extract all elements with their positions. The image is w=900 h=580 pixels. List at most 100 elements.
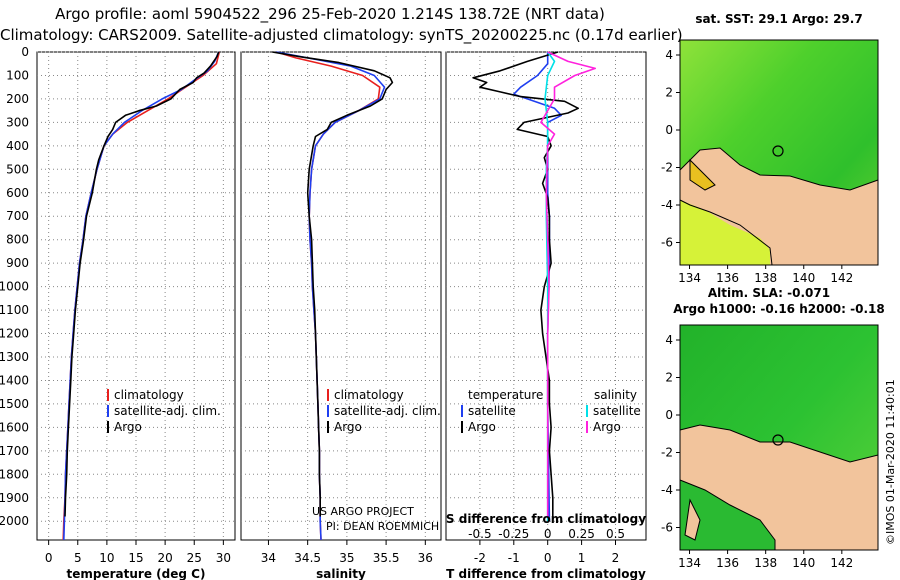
x-tick-label: 25	[187, 551, 202, 565]
series-line-climatology	[62, 51, 221, 541]
legend-label-satellite: satellite-adj. clim.	[114, 404, 221, 418]
x-tick-label: 15	[128, 551, 143, 565]
x-tick-label: 35	[339, 551, 354, 565]
s-diff-tick-label: -0.25	[498, 527, 529, 541]
s-difference-axis-label: S difference from climatology	[446, 512, 646, 526]
x-tick-label: -1	[508, 551, 520, 565]
map-x-tick-label: 140	[792, 556, 815, 570]
island	[684, 498, 701, 541]
pressure-tick-label: 1800	[0, 467, 29, 481]
credit-project: US ARGO PROJECT	[312, 505, 414, 518]
sst-map	[679, 39, 879, 266]
map-x-tick-label: 134	[678, 556, 701, 570]
salinity-legend: climatology satellite-adj. clim. Argo US…	[312, 388, 441, 533]
map-x-tick-label: 142	[830, 556, 853, 570]
grid-layer	[37, 51, 646, 540]
pressure-tick-label: 900	[6, 256, 29, 270]
x-tick-label: 0	[544, 551, 552, 565]
map-y-tick-label: 2	[665, 371, 673, 385]
difference-x-axis: -2 -1 0 1 2 -0.5 -0.25 0 0.25 0.5	[468, 527, 625, 565]
difference-panel-frame	[445, 51, 647, 541]
legend-title-temperature: temperature	[468, 388, 543, 402]
map-y-tick-label: 4	[665, 333, 673, 347]
legend-label-argo-salinity: Argo	[593, 420, 621, 434]
sst-map-axes: 134 136 138 140 142 4 2 0 -2 -4 -6	[661, 48, 853, 285]
x-tick-label: 34	[261, 551, 276, 565]
series-line-climatology	[276, 51, 381, 541]
pressure-tick-label: 600	[6, 186, 29, 200]
map-y-tick-label: -6	[661, 236, 673, 250]
legend-label-satellite-salinity: satellite	[593, 404, 641, 418]
s-diff-tick-label: -0.5	[468, 527, 491, 541]
series-line-argo	[272, 51, 394, 517]
argo-position-marker	[772, 434, 784, 446]
series-line-satellite-adj-clim	[63, 51, 220, 541]
pressure-tick-label: 2000	[0, 514, 29, 528]
x-tick-label: 2	[612, 551, 620, 565]
map-y-tick-label: 4	[665, 48, 673, 62]
sla-map-title-line-1: Altim. SLA: -0.071	[708, 286, 830, 300]
chart-title-line-2: Climatology: CARS2009. Satellite-adjuste…	[0, 26, 683, 44]
s-diff-tick-label: 0	[544, 527, 552, 541]
sst-map-frame	[679, 39, 879, 266]
difference-legend: temperature salinity satellite Argo sate…	[461, 388, 641, 434]
map-x-tick-label: 134	[678, 271, 701, 285]
x-tick-label: 20	[157, 551, 172, 565]
pressure-tick-label: 100	[6, 68, 29, 82]
map-x-tick-label: 142	[830, 271, 853, 285]
map-y-tick-label: 2	[665, 86, 673, 100]
legend-label-satellite: satellite-adj. clim.	[334, 404, 441, 418]
series-line-argo-temperature	[472, 51, 580, 517]
s-diff-tick-label: 0.5	[606, 527, 625, 541]
salinity-x-axis: 34 34.5 35 35.5 36	[261, 540, 433, 565]
s-diff-tick-label: 0.25	[568, 527, 595, 541]
map-x-tick-label: 136	[716, 271, 739, 285]
map-y-tick-label: -4	[661, 198, 673, 212]
map-y-tick-label: 0	[665, 123, 673, 137]
map-x-tick-label: 136	[716, 556, 739, 570]
map-y-tick-label: -6	[661, 521, 673, 535]
pressure-tick-label: 1300	[0, 350, 29, 364]
x-tick-label: 10	[99, 551, 114, 565]
difference-series	[472, 51, 597, 522]
legend-label-argo: Argo	[334, 420, 362, 434]
pressure-tick-label: 1700	[0, 444, 29, 458]
map-x-tick-label: 138	[754, 556, 777, 570]
map-y-tick-label: -2	[661, 446, 673, 460]
legend-label-argo: Argo	[114, 420, 142, 434]
temperature-legend: climatology satellite-adj. clim. Argo	[107, 388, 221, 434]
salinity-series	[272, 51, 394, 541]
series-line-argo	[64, 51, 220, 517]
pressure-tick-label: 1900	[0, 491, 29, 505]
pressure-tick-label: 700	[6, 209, 29, 223]
temperature-series	[62, 51, 221, 541]
pressure-tick-label: 200	[6, 92, 29, 106]
pressure-tick-label: 1400	[0, 373, 29, 387]
map-x-tick-label: 140	[792, 271, 815, 285]
imos-timestamp: ©IMOS 01-Mar-2020 11:40:01	[884, 379, 897, 545]
pressure-tick-label: 300	[6, 115, 29, 129]
x-tick-label: 0	[45, 551, 53, 565]
map-y-tick-label: -4	[661, 483, 673, 497]
warm-shelf-water	[680, 200, 770, 265]
x-tick-label: 35.5	[373, 551, 400, 565]
x-tick-label: 34.5	[294, 551, 321, 565]
chart-title-line-1: Argo profile: aoml 5904522_296 25-Feb-20…	[55, 5, 605, 23]
pressure-tick-label: 0	[21, 45, 29, 59]
sla-map-frame	[679, 324, 879, 551]
argo-position-marker	[772, 145, 784, 157]
sla-map-axes: 134 136 138 140 142 4 2 0 -2 -4 -6	[661, 333, 853, 570]
x-tick-label: 30	[216, 551, 231, 565]
pressure-tick-label: 1600	[0, 420, 29, 434]
pressure-tick-label: 800	[6, 233, 29, 247]
bay-patch	[689, 158, 716, 191]
x-tick-label: -2	[474, 551, 486, 565]
x-tick-label: 5	[74, 551, 82, 565]
pressure-axis-labels: 0 100 200 300 400 500 600 700 800 900 1000 1100 1200…	[0, 45, 29, 528]
legend-label-climatology: climatology	[334, 388, 404, 402]
sla-map-title-line-2: Argo h1000: -0.16 h2000: -0.18	[673, 302, 884, 316]
pressure-tick-label: 1500	[0, 397, 29, 411]
sst-map-title: sat. SST: 29.1 Argo: 29.7	[695, 12, 862, 26]
pressure-tick-label: 1000	[0, 280, 29, 294]
